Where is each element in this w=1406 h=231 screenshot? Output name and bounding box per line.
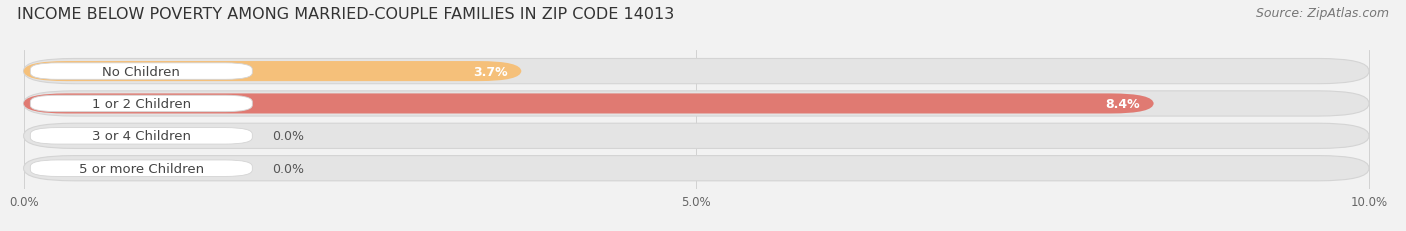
FancyBboxPatch shape <box>31 160 252 177</box>
Text: 8.4%: 8.4% <box>1105 97 1140 110</box>
FancyBboxPatch shape <box>31 128 252 144</box>
Text: 1 or 2 Children: 1 or 2 Children <box>91 97 191 110</box>
FancyBboxPatch shape <box>24 62 522 82</box>
Text: 3 or 4 Children: 3 or 4 Children <box>91 130 191 143</box>
Text: 5 or more Children: 5 or more Children <box>79 162 204 175</box>
FancyBboxPatch shape <box>31 96 252 112</box>
FancyBboxPatch shape <box>24 124 1369 149</box>
FancyBboxPatch shape <box>31 64 252 80</box>
Text: INCOME BELOW POVERTY AMONG MARRIED-COUPLE FAMILIES IN ZIP CODE 14013: INCOME BELOW POVERTY AMONG MARRIED-COUPL… <box>17 7 673 22</box>
Text: 0.0%: 0.0% <box>273 130 305 143</box>
FancyBboxPatch shape <box>24 91 1369 117</box>
Text: 0.0%: 0.0% <box>273 162 305 175</box>
Text: No Children: No Children <box>103 65 180 78</box>
FancyBboxPatch shape <box>24 156 1369 181</box>
FancyBboxPatch shape <box>24 94 1154 114</box>
FancyBboxPatch shape <box>24 59 1369 84</box>
Text: Source: ZipAtlas.com: Source: ZipAtlas.com <box>1256 7 1389 20</box>
Text: 3.7%: 3.7% <box>474 65 508 78</box>
